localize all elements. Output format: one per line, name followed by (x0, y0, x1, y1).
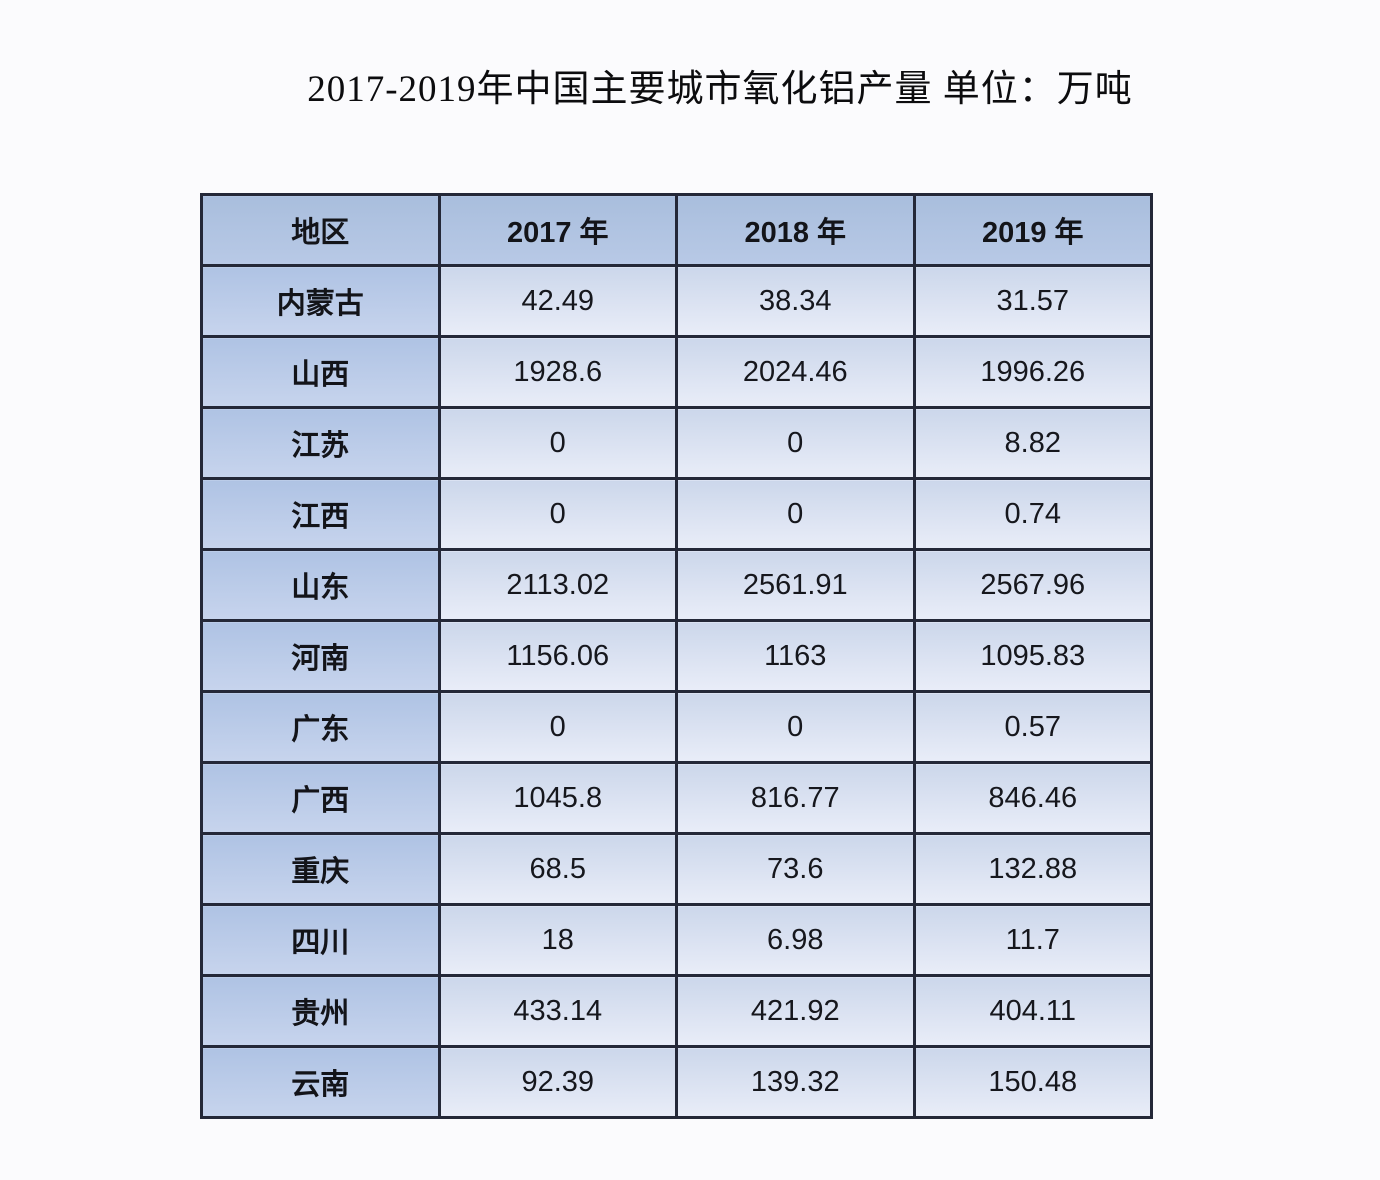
value-cell-2019: 132.88 (912, 832, 1153, 906)
region-cell: 山西 (200, 335, 441, 409)
value-cell-2018: 421.92 (675, 974, 916, 1048)
value-cell-2019: 150.48 (912, 1045, 1153, 1119)
region-cell: 贵州 (200, 974, 441, 1048)
header-cell-2019: 2019 年 (912, 193, 1153, 267)
value-cell-2017: 68.5 (437, 832, 678, 906)
value-cell-2017: 433.14 (437, 974, 678, 1048)
value-cell-2018: 2561.91 (675, 548, 916, 622)
header-cell-2018: 2018 年 (675, 193, 916, 267)
value-cell-2018: 816.77 (675, 761, 916, 835)
value-cell-2019: 404.11 (912, 974, 1153, 1048)
table-row: 四川 18 6.98 11.7 (200, 903, 1153, 977)
page-title: 2017-2019年中国主要城市氧化铝产量 单位：万吨 (307, 69, 1133, 110)
value-cell-2019: 1996.26 (912, 335, 1153, 409)
value-cell-2018: 1163 (675, 619, 916, 693)
region-cell: 云南 (200, 1045, 441, 1119)
region-cell: 四川 (200, 903, 441, 977)
region-cell: 河南 (200, 619, 441, 693)
table-header: 地区 2017 年 2018 年 2019 年 (200, 193, 1153, 267)
header-row: 地区 2017 年 2018 年 2019 年 (200, 193, 1153, 267)
value-cell-2019: 8.82 (912, 406, 1153, 480)
value-cell-2018: 0 (675, 477, 916, 551)
value-cell-2019: 846.46 (912, 761, 1153, 835)
value-cell-2017: 0 (437, 690, 678, 764)
value-cell-2017: 0 (437, 406, 678, 480)
value-cell-2019: 11.7 (912, 903, 1153, 977)
table-row: 广东 0 0 0.57 (200, 690, 1153, 764)
value-cell-2017: 1156.06 (437, 619, 678, 693)
region-cell: 江西 (200, 477, 441, 551)
value-cell-2017: 1928.6 (437, 335, 678, 409)
value-cell-2017: 0 (437, 477, 678, 551)
region-cell: 重庆 (200, 832, 441, 906)
value-cell-2017: 1045.8 (437, 761, 678, 835)
region-cell: 江苏 (200, 406, 441, 480)
value-cell-2018: 2024.46 (675, 335, 916, 409)
value-cell-2019: 1095.83 (912, 619, 1153, 693)
table-row: 山东 2113.02 2561.91 2567.96 (200, 548, 1153, 622)
value-cell-2019: 0.57 (912, 690, 1153, 764)
value-cell-2018: 0 (675, 406, 916, 480)
value-cell-2017: 92.39 (437, 1045, 678, 1119)
value-cell-2019: 0.74 (912, 477, 1153, 551)
region-cell: 山东 (200, 548, 441, 622)
table-row: 江苏 0 0 8.82 (200, 406, 1153, 480)
value-cell-2018: 139.32 (675, 1045, 916, 1119)
value-cell-2019: 2567.96 (912, 548, 1153, 622)
value-cell-2018: 73.6 (675, 832, 916, 906)
table-row: 贵州 433.14 421.92 404.11 (200, 974, 1153, 1048)
table-body: 内蒙古 42.49 38.34 31.57 山西 1928.6 2024.46 … (200, 264, 1153, 1119)
header-cell-2017: 2017 年 (437, 193, 678, 267)
table-row: 云南 92.39 139.32 150.48 (200, 1045, 1153, 1119)
value-cell-2017: 18 (437, 903, 678, 977)
table-row: 重庆 68.5 73.6 132.88 (200, 832, 1153, 906)
alumina-production-table: 地区 2017 年 2018 年 2019 年 内蒙古 42.49 38.34 … (200, 193, 1153, 1119)
value-cell-2018: 6.98 (675, 903, 916, 977)
table-row: 内蒙古 42.49 38.34 31.57 (200, 264, 1153, 338)
value-cell-2017: 2113.02 (437, 548, 678, 622)
value-cell-2017: 42.49 (437, 264, 678, 338)
table-row: 河南 1156.06 1163 1095.83 (200, 619, 1153, 693)
table-row: 山西 1928.6 2024.46 1996.26 (200, 335, 1153, 409)
region-cell: 广西 (200, 761, 441, 835)
value-cell-2018: 0 (675, 690, 916, 764)
region-cell: 广东 (200, 690, 441, 764)
value-cell-2018: 38.34 (675, 264, 916, 338)
region-cell: 内蒙古 (200, 264, 441, 338)
table-row: 广西 1045.8 816.77 846.46 (200, 761, 1153, 835)
value-cell-2019: 31.57 (912, 264, 1153, 338)
table-row: 江西 0 0 0.74 (200, 477, 1153, 551)
header-cell-region: 地区 (200, 193, 441, 267)
